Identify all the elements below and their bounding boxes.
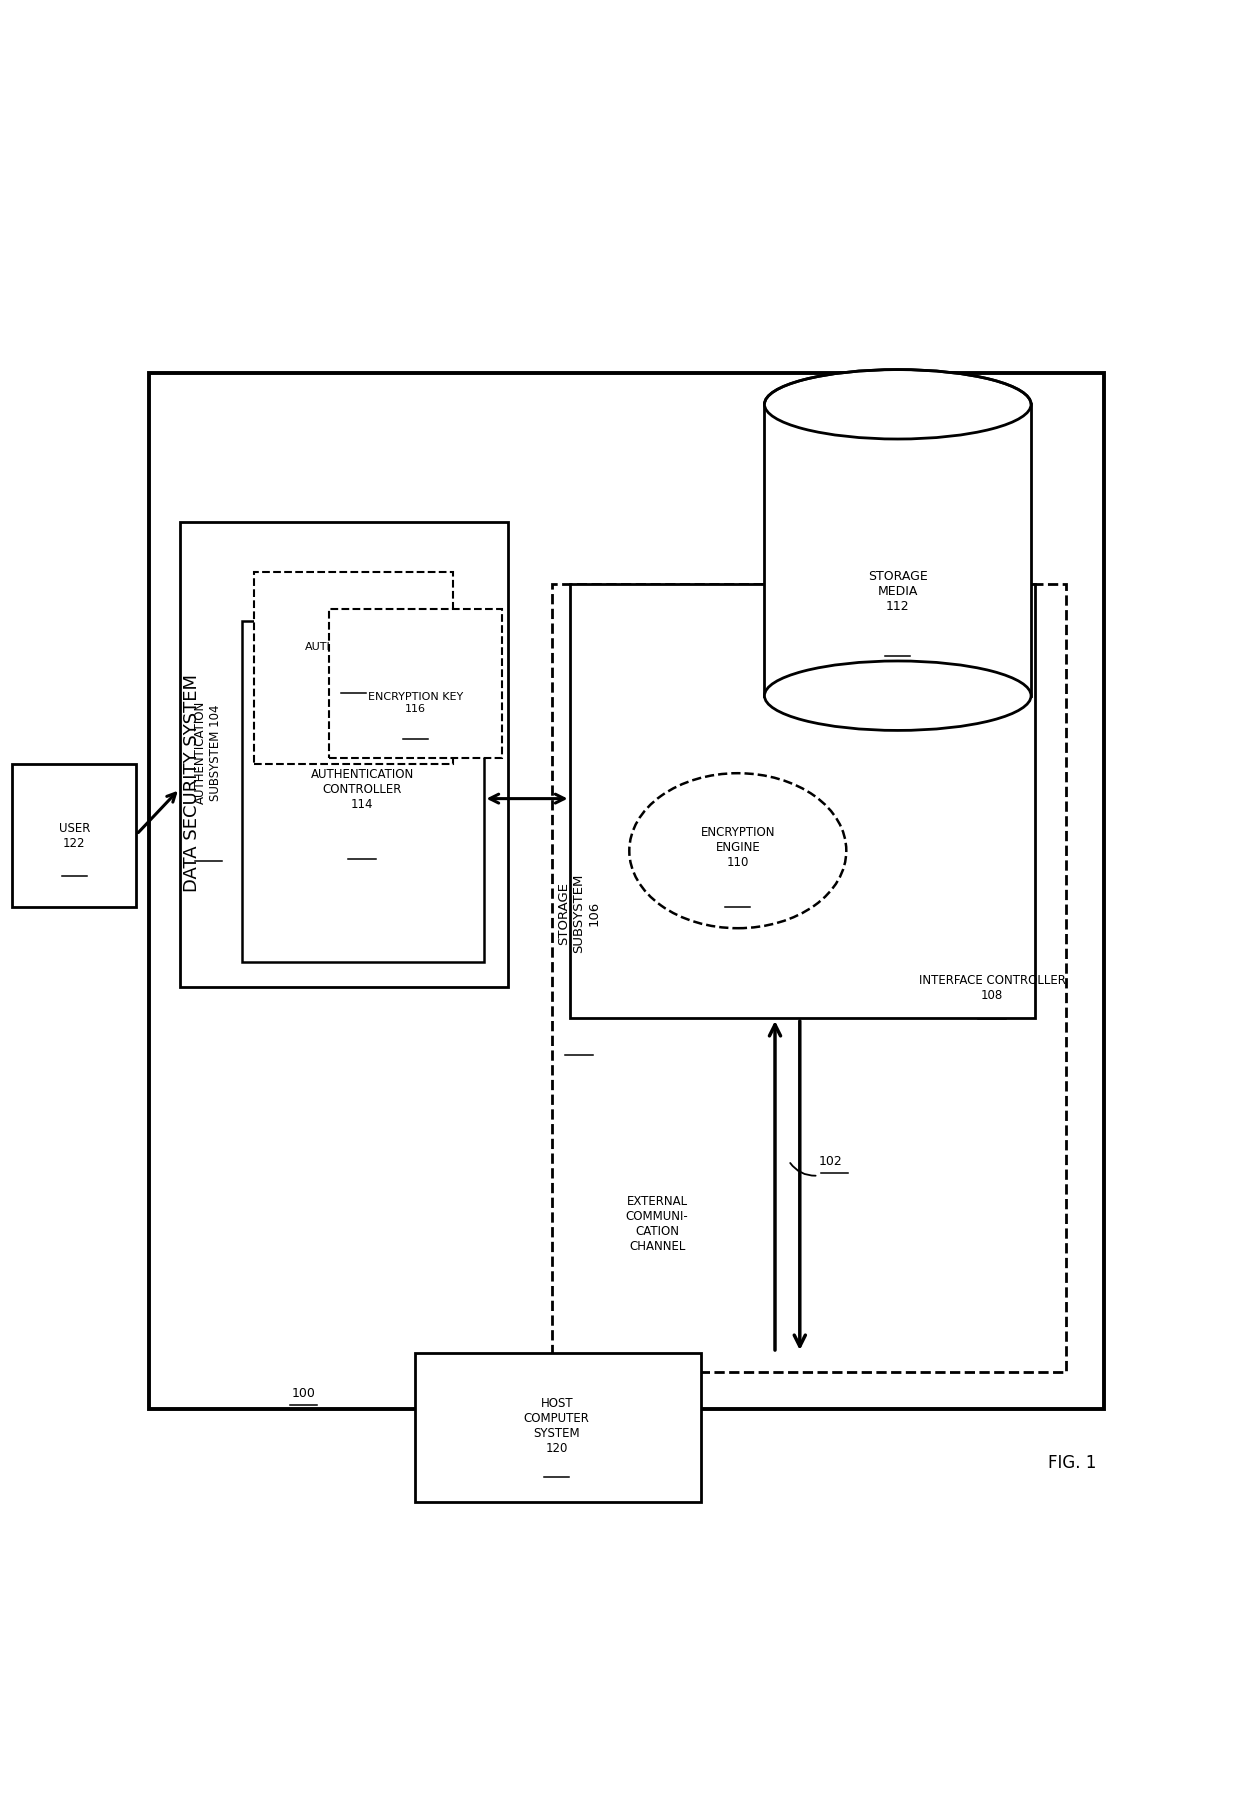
Bar (552, 584, 1066, 1371)
Bar (329, 610, 502, 758)
Text: ENCRYPTION
ENGINE
110: ENCRYPTION ENGINE 110 (701, 825, 775, 869)
Text: EXTERNAL
COMMUNI-
CATION
CHANNEL: EXTERNAL COMMUNI- CATION CHANNEL (626, 1194, 688, 1252)
Bar (415, 1353, 701, 1502)
Text: ENCRYPTION KEY
116: ENCRYPTION KEY 116 (368, 691, 463, 713)
Bar (570, 584, 1035, 1018)
Bar (242, 622, 484, 963)
Text: AUTHENTICATION
SUBSYSTEM 104: AUTHENTICATION SUBSYSTEM 104 (195, 700, 222, 804)
Text: FIG. 1: FIG. 1 (1048, 1453, 1097, 1471)
Bar (764, 405, 1030, 697)
Text: HOST
COMPUTER
SYSTEM
120: HOST COMPUTER SYSTEM 120 (523, 1397, 590, 1455)
Text: AUTHENTICATION
KEY 118: AUTHENTICATION KEY 118 (305, 642, 402, 664)
Text: STORAGE
MEDIA
112: STORAGE MEDIA 112 (868, 570, 928, 613)
Text: 100: 100 (291, 1386, 316, 1399)
Bar (12, 764, 136, 907)
Text: STORAGE
SUBSYSTEM
106: STORAGE SUBSYSTEM 106 (558, 874, 600, 952)
Bar (149, 374, 1104, 1409)
Text: 102: 102 (818, 1154, 842, 1168)
Bar (254, 573, 453, 764)
Ellipse shape (629, 775, 846, 929)
Text: USER
122: USER 122 (58, 822, 91, 849)
Text: DATA SECURITY SYSTEM: DATA SECURITY SYSTEM (184, 675, 201, 892)
Bar (180, 522, 508, 987)
Ellipse shape (764, 662, 1030, 731)
Text: AUTHENTICATION
CONTROLLER
114: AUTHENTICATION CONTROLLER 114 (310, 767, 414, 811)
Text: INTERFACE CONTROLLER
108: INTERFACE CONTROLLER 108 (919, 974, 1065, 1001)
Ellipse shape (764, 370, 1030, 439)
